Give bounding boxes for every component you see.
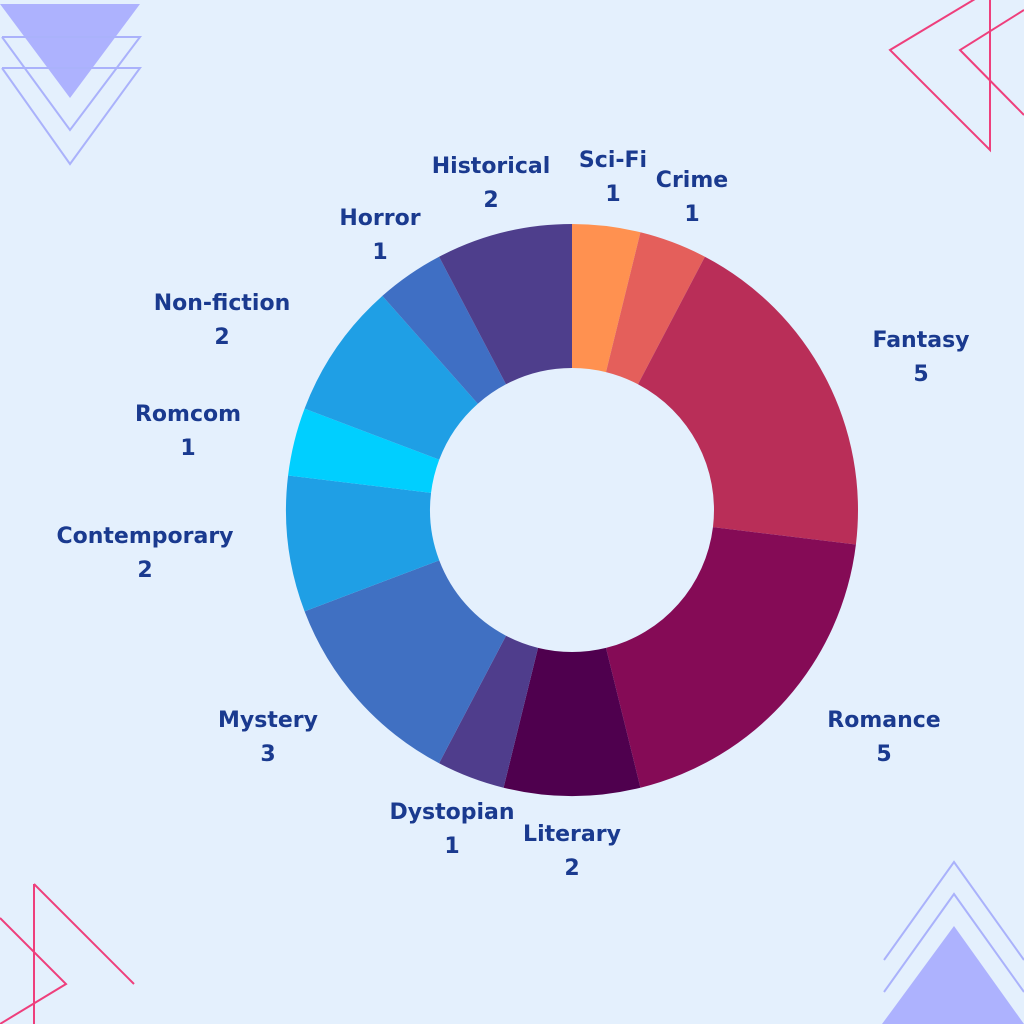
label-category: Mystery: [218, 708, 318, 733]
decor-triangle-outline: [33, 883, 135, 985]
slice-contemporary: [286, 475, 440, 612]
label-value: 1: [684, 202, 700, 227]
label-value: 2: [564, 856, 580, 881]
label-value: 5: [913, 362, 929, 387]
label-category: Horror: [339, 206, 421, 231]
decor-top-right: [888, 0, 1024, 153]
label-category: Contemporary: [56, 524, 234, 549]
label-category: Dystopian: [389, 800, 515, 825]
label-value: 2: [483, 188, 499, 213]
decor-triangle-outline: [0, 917, 68, 1024]
label-fantasy: Fantasy 5: [872, 324, 969, 392]
decor-triangle-outline: [883, 892, 1024, 993]
label-value: 1: [444, 834, 460, 859]
decor-top-left: [0, 4, 143, 166]
donut-slices: [286, 224, 858, 796]
decor-triangle-filled: [0, 4, 140, 98]
slice-fantasy: [637, 256, 858, 545]
label-category: Non-fiction: [153, 291, 291, 316]
label-value: 2: [214, 325, 230, 350]
slice-romance: [605, 527, 856, 788]
decor-triangle-outline: [883, 860, 1024, 961]
slice-romcom: [288, 408, 440, 493]
label-value: 3: [260, 742, 276, 767]
slice-literary: [503, 647, 641, 796]
label-non-fiction: Non-fiction 2: [154, 287, 291, 355]
decor-triangle-outline: [1, 36, 143, 132]
label-horror: Horror 1: [339, 202, 420, 270]
label-value: 1: [180, 436, 196, 461]
label-value: 1: [605, 182, 621, 207]
label-value: 1: [372, 240, 388, 265]
slice-crime: [605, 232, 705, 385]
decor-triangle-outline: [888, 0, 991, 153]
label-romcom: Romcom 1: [135, 398, 241, 466]
label-category: Fantasy: [872, 328, 970, 353]
label-sci-fi: Sci-Fi 1: [579, 144, 647, 212]
decor-triangle-outline: [1, 67, 142, 166]
slice-sci-fi: [572, 224, 641, 373]
label-mystery: Mystery 3: [218, 704, 318, 772]
slice-dystopian: [439, 635, 539, 788]
decor-triangle-outline: [958, 9, 1024, 116]
label-romance: Romance 5: [827, 704, 940, 772]
label-literary: Literary 2: [523, 818, 621, 886]
decor-bottom-right: [882, 860, 1024, 1024]
label-category: Sci-Fi: [578, 148, 648, 173]
label-historical: Historical 2: [432, 150, 551, 218]
label-value: 5: [876, 742, 892, 767]
label-category: Crime: [655, 168, 729, 193]
slice-horror: [382, 256, 507, 404]
label-crime: Crime 1: [656, 164, 728, 232]
label-dystopian: Dystopian 1: [389, 796, 514, 864]
slice-non-fiction: [304, 295, 478, 460]
label-category: Romcom: [134, 402, 242, 427]
label-contemporary: Contemporary 2: [56, 520, 233, 588]
label-value: 2: [137, 558, 153, 583]
slice-historical: [439, 224, 572, 385]
label-category: Literary: [523, 822, 621, 847]
slice-mystery: [304, 560, 507, 764]
decor-bottom-left: [0, 883, 135, 1024]
decor-triangle-filled: [882, 926, 1024, 1024]
label-category: Romance: [827, 708, 941, 733]
label-category: Historical: [431, 154, 551, 179]
